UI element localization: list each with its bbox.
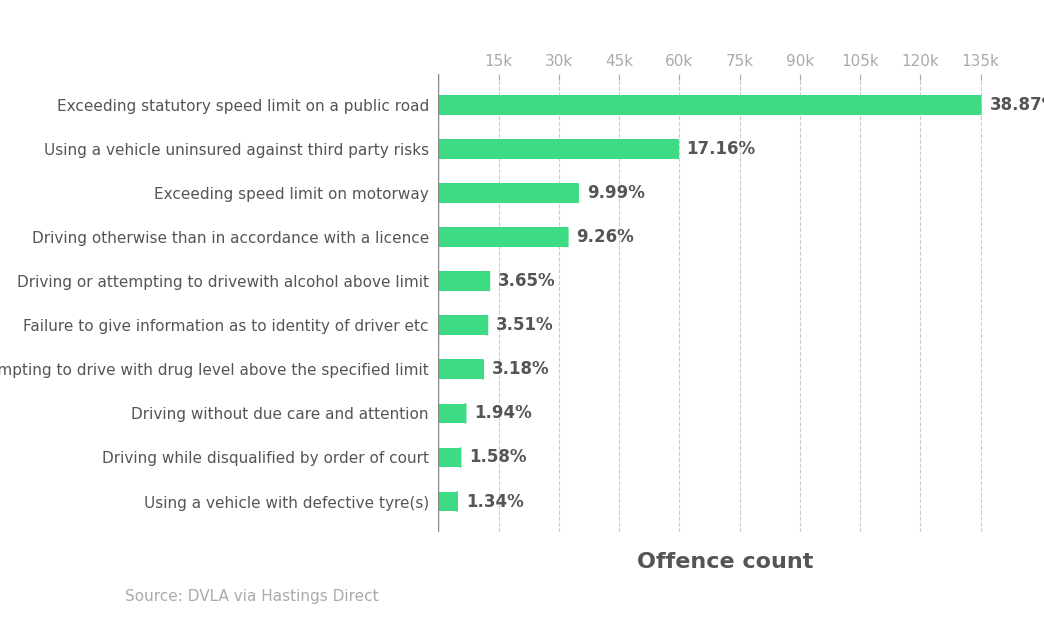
Text: 1.94%: 1.94% [474, 404, 532, 422]
Bar [438, 491, 457, 511]
Bar [438, 139, 678, 159]
Text: 9.99%: 9.99% [587, 184, 644, 202]
Text: 38.87%: 38.87% [990, 96, 1044, 114]
Text: 9.26%: 9.26% [576, 228, 634, 246]
Text: 17.16%: 17.16% [687, 140, 756, 158]
Text: 3.51%: 3.51% [496, 316, 554, 334]
Bar [438, 316, 488, 335]
Bar [438, 448, 460, 467]
Bar [438, 227, 568, 247]
Text: 3.18%: 3.18% [492, 360, 549, 378]
Text: 1.58%: 1.58% [470, 448, 527, 467]
Bar [438, 271, 490, 291]
Text: Source: DVLA via Hastings Direct: Source: DVLA via Hastings Direct [125, 589, 379, 604]
X-axis label: Offence count: Offence count [638, 552, 813, 572]
Bar [438, 360, 482, 379]
Text: 3.65%: 3.65% [498, 272, 555, 290]
Text: 1.34%: 1.34% [466, 493, 524, 511]
Bar [438, 183, 577, 203]
Bar [438, 95, 980, 115]
Bar [438, 404, 466, 423]
